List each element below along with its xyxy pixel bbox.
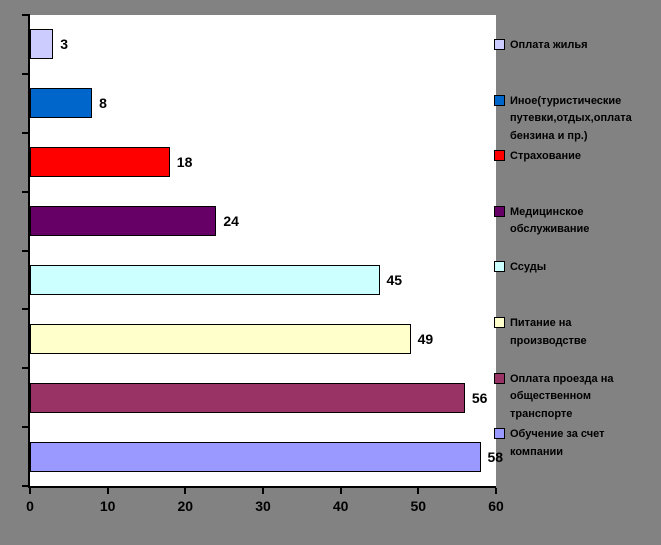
y-axis-tick	[22, 367, 30, 370]
x-axis-tick	[29, 488, 31, 494]
bar	[30, 206, 217, 237]
x-axis-tick	[339, 488, 342, 494]
legend-item: Ссуды	[494, 259, 634, 277]
legend-item: Обучение за счет компании	[494, 426, 634, 461]
x-axis-label: 60	[488, 498, 504, 514]
bar	[30, 382, 465, 413]
legend-label: Медицинское обслуживание	[510, 205, 590, 236]
x-axis-label: 20	[177, 498, 194, 514]
y-axis-tick	[22, 485, 30, 487]
legend-label: Оплата проезда на общественном транспорт…	[510, 372, 614, 420]
legend-item: Оплата проезда на общественном транспорт…	[494, 371, 634, 424]
legend-swatch	[494, 317, 505, 328]
legend-label: Страхование	[510, 150, 581, 163]
bar	[30, 29, 54, 60]
x-axis-tick	[106, 488, 109, 494]
legend-swatch	[494, 428, 505, 440]
legend-swatch	[494, 150, 505, 162]
bar	[30, 264, 380, 295]
legend-label: Обучение за счет компании	[510, 428, 605, 458]
bar	[30, 147, 170, 178]
legend-item: Медицинское обслуживание	[494, 204, 634, 239]
x-axis-tick	[184, 488, 187, 494]
bar-value-label: 58	[487, 448, 504, 465]
bar-value-label: 56	[471, 389, 488, 406]
x-axis-tick	[262, 488, 264, 494]
legend-item: Оплата жилья	[494, 37, 634, 55]
y-axis-tick	[22, 249, 30, 252]
bar-value-label: 3	[60, 36, 69, 53]
bar	[30, 323, 411, 354]
x-axis-label: 0	[26, 498, 34, 514]
legend-label: Ссуды	[510, 261, 547, 274]
x-axis-label: 30	[255, 498, 271, 514]
legend-label: Питание на производстве	[510, 317, 587, 347]
legend-label: Оплата жилья	[510, 39, 588, 51]
x-axis-label: 10	[99, 498, 116, 514]
bar-value-label: 49	[417, 330, 434, 347]
legend-swatch	[494, 94, 505, 106]
y-axis-tick	[22, 131, 30, 134]
legend-label: Иное(туристические путевки,отдых,оплата …	[510, 94, 632, 142]
x-axis-tick	[417, 488, 420, 494]
x-axis-label: 50	[410, 498, 427, 514]
bar	[30, 441, 481, 472]
y-axis-tick	[22, 14, 30, 16]
x-axis-label: 40	[332, 498, 349, 514]
bar-value-label: 24	[223, 213, 239, 230]
y-axis-tick	[22, 72, 30, 75]
legend-swatch	[494, 205, 505, 217]
bar-value-label: 8	[99, 95, 107, 112]
legend-swatch	[494, 39, 505, 50]
y-axis-tick	[22, 308, 30, 311]
legend-item: Страхование	[494, 148, 634, 166]
bar	[30, 88, 93, 119]
legend-swatch	[494, 372, 505, 384]
legend-item: Иное(туристические путевки,отдых,оплата …	[494, 93, 634, 146]
y-axis-tick	[22, 190, 30, 193]
y-axis-tick	[22, 426, 30, 429]
plot-area	[28, 15, 496, 488]
x-axis-tick	[495, 488, 497, 494]
legend-item: Питание на производстве	[494, 315, 634, 350]
bar-value-label: 45	[386, 271, 403, 288]
bar-value-label: 18	[176, 154, 193, 171]
legend-swatch	[494, 261, 505, 273]
